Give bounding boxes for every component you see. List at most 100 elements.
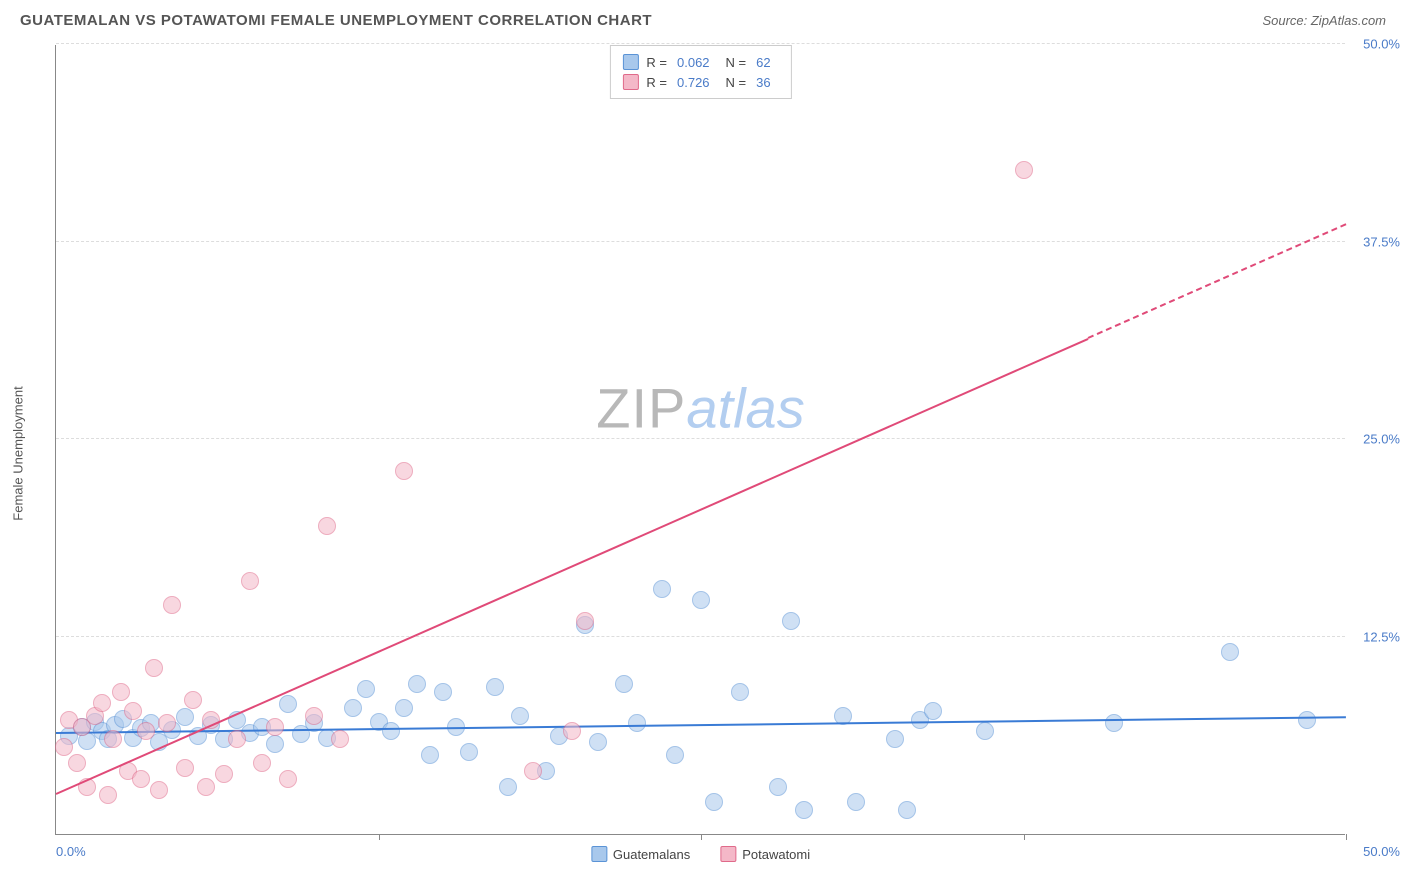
scatter-point (795, 801, 813, 819)
stats-row-1: R = 0.726 N = 36 (622, 72, 778, 92)
scatter-point (158, 714, 176, 732)
r-label: R = (646, 75, 667, 90)
scatter-point (266, 718, 284, 736)
scatter-point (68, 754, 86, 772)
r-value-0: 0.062 (675, 55, 718, 70)
scatter-point (357, 680, 375, 698)
scatter-point (241, 572, 259, 590)
scatter-point (382, 722, 400, 740)
scatter-point (176, 759, 194, 777)
scatter-point (279, 770, 297, 788)
y-axis-label: Female Unemployment (11, 386, 26, 520)
bottom-legend-item-1: Potawatomi (720, 846, 810, 862)
scatter-point (279, 695, 297, 713)
scatter-point (99, 786, 117, 804)
watermark: ZIPatlas (596, 375, 804, 440)
scatter-point (615, 675, 633, 693)
scatter-point (344, 699, 362, 717)
scatter-point (184, 691, 202, 709)
bottom-legend-label-0: Guatemalans (613, 847, 690, 862)
y-tick-label: 37.5% (1363, 234, 1400, 249)
n-value-0: 62 (754, 55, 778, 70)
scatter-point (197, 778, 215, 796)
scatter-point (266, 735, 284, 753)
scatter-point (421, 746, 439, 764)
scatter-point (460, 743, 478, 761)
scatter-point (163, 596, 181, 614)
chart-container: ZIPatlas R = 0.062 N = 62 R = 0.726 N = … (55, 45, 1345, 835)
x-tick (1024, 834, 1025, 840)
scatter-point (705, 793, 723, 811)
scatter-point (486, 678, 504, 696)
watermark-zip: ZIP (596, 376, 686, 439)
scatter-point (524, 762, 542, 780)
scatter-point (1298, 711, 1316, 729)
scatter-point (782, 612, 800, 630)
scatter-point (898, 801, 916, 819)
scatter-point (137, 722, 155, 740)
scatter-point (215, 765, 233, 783)
scatter-point (653, 580, 671, 598)
r-value-1: 0.726 (675, 75, 718, 90)
scatter-point (253, 754, 271, 772)
scatter-point (589, 733, 607, 751)
scatter-point (93, 694, 111, 712)
scatter-point (499, 778, 517, 796)
scatter-point (395, 462, 413, 480)
scatter-point (305, 707, 323, 725)
legend-swatch-0 (622, 54, 638, 70)
scatter-point (408, 675, 426, 693)
bottom-legend-label-1: Potawatomi (742, 847, 810, 862)
stats-row-0: R = 0.062 N = 62 (622, 52, 778, 72)
chart-title: GUATEMALAN VS POTAWATOMI FEMALE UNEMPLOY… (20, 12, 652, 29)
watermark-atlas: atlas (686, 376, 804, 439)
x-tick (1346, 834, 1347, 840)
scatter-point (511, 707, 529, 725)
x-tick (379, 834, 380, 840)
scatter-point (228, 730, 246, 748)
n-label: N = (726, 75, 747, 90)
n-label: N = (726, 55, 747, 70)
x-tick (701, 834, 702, 840)
grid-line (56, 241, 1345, 242)
plot-area: ZIPatlas R = 0.062 N = 62 R = 0.726 N = … (55, 45, 1345, 835)
scatter-point (769, 778, 787, 796)
n-value-1: 36 (754, 75, 778, 90)
scatter-point (847, 793, 865, 811)
scatter-point (55, 738, 73, 756)
x-axis-end-label: 50.0% (1363, 844, 1400, 859)
bottom-legend-item-0: Guatemalans (591, 846, 690, 862)
source-attribution: Source: ZipAtlas.com (1262, 13, 1386, 28)
y-tick-label: 25.0% (1363, 432, 1400, 447)
scatter-point (395, 699, 413, 717)
x-axis-start-label: 0.0% (56, 844, 86, 859)
scatter-point (104, 730, 122, 748)
scatter-point (434, 683, 452, 701)
scatter-point (692, 591, 710, 609)
scatter-point (176, 708, 194, 726)
grid-line (56, 438, 1345, 439)
grid-line (56, 636, 1345, 637)
scatter-point (924, 702, 942, 720)
scatter-point (132, 770, 150, 788)
scatter-point (886, 730, 904, 748)
bottom-swatch-1 (720, 846, 736, 862)
bottom-swatch-0 (591, 846, 607, 862)
stats-legend: R = 0.062 N = 62 R = 0.726 N = 36 (609, 45, 791, 99)
scatter-point (576, 612, 594, 630)
scatter-point (318, 517, 336, 535)
scatter-point (331, 730, 349, 748)
scatter-point (124, 702, 142, 720)
y-tick-label: 50.0% (1363, 37, 1400, 52)
scatter-point (1221, 643, 1239, 661)
grid-line (56, 43, 1345, 44)
scatter-point (731, 683, 749, 701)
bottom-legend: Guatemalans Potawatomi (591, 846, 810, 862)
scatter-point (1015, 161, 1033, 179)
scatter-point (1105, 714, 1123, 732)
scatter-point (145, 659, 163, 677)
scatter-point (112, 683, 130, 701)
scatter-point (976, 722, 994, 740)
scatter-point (628, 714, 646, 732)
r-label: R = (646, 55, 667, 70)
